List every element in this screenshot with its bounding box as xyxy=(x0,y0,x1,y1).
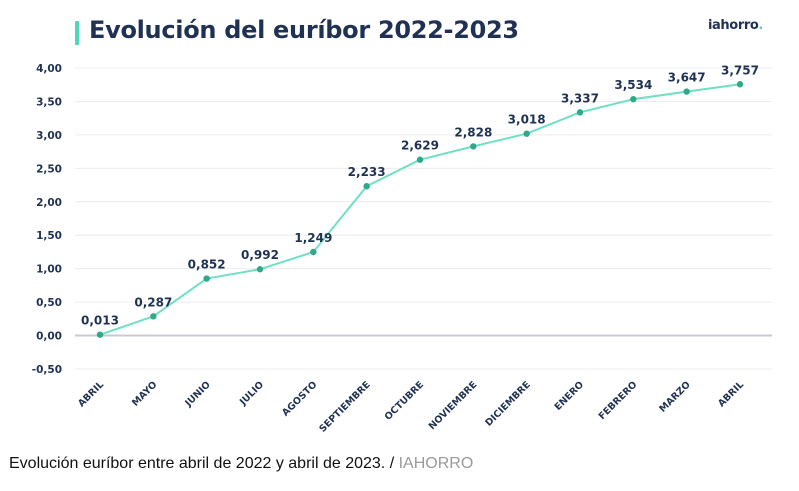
data-label: 0,992 xyxy=(241,248,279,262)
y-tick-label: 1,50 xyxy=(36,230,62,242)
caption-source: IAHORRO xyxy=(398,455,474,472)
y-tick-label: 2,00 xyxy=(36,197,62,209)
data-label: 3,534 xyxy=(614,78,652,92)
data-label: 0,287 xyxy=(134,295,172,309)
y-tick-label: 2,50 xyxy=(36,163,62,175)
x-tick-label: DICIEMBRE xyxy=(483,379,532,428)
line-chart: 4,00 3,50 3,00 2,50 2,00 1,50 1,00 0,50 0,00 -0,5… xyxy=(32,63,772,435)
data-label: 3,647 xyxy=(668,71,706,85)
x-tick-label: JULIO xyxy=(237,379,266,408)
y-tick-label: 3,50 xyxy=(36,96,62,108)
data-point xyxy=(416,156,424,163)
grid-lines xyxy=(75,67,772,370)
iahorro-logo: iahorro. xyxy=(708,18,763,33)
x-tick-label: AGOSTO xyxy=(280,379,319,418)
data-label: 3,337 xyxy=(561,91,599,105)
x-tick-label: SEPTIEMBRE xyxy=(317,379,372,434)
x-tick-label: MAYO xyxy=(130,379,159,408)
x-tick-label: NOVIEMBRE xyxy=(427,379,480,432)
data-label: 3,018 xyxy=(508,113,546,127)
data-label: 0,013 xyxy=(81,314,119,328)
data-point xyxy=(470,143,477,150)
data-label: 1,249 xyxy=(294,231,332,245)
x-tick-label: FEBRERO xyxy=(597,379,640,422)
data-point xyxy=(363,182,370,190)
data-point xyxy=(96,331,104,338)
data-label: 2,233 xyxy=(348,165,386,179)
data-labels: 0,013 0,287 0,852 0,992 1,249 2,233 2,629 2,828… xyxy=(81,63,759,327)
data-point xyxy=(736,81,744,88)
data-point xyxy=(683,88,690,95)
title-accent-bar xyxy=(75,21,79,45)
x-tick-label: ABRIL xyxy=(76,379,106,409)
series-line-euribor xyxy=(99,83,741,336)
data-label: 2,629 xyxy=(401,139,439,153)
data-label: 2,828 xyxy=(454,125,492,139)
x-tick-label: JUNIO xyxy=(183,379,213,409)
data-point xyxy=(576,109,584,116)
chart-figure: Evolución del euríbor 2022-2023 iahorro.… xyxy=(31,16,772,435)
chart-title: Evolución del euríbor 2022-2023 xyxy=(89,16,519,44)
data-point xyxy=(203,275,210,282)
x-tick-label: MARZO xyxy=(657,379,692,414)
logo-dot: . xyxy=(758,18,763,33)
image-caption: Evolución euríbor entre abril de 2022 y … xyxy=(9,455,473,473)
data-label: 3,757 xyxy=(721,63,759,77)
data-markers xyxy=(96,81,744,338)
y-tick-label: 1,00 xyxy=(36,264,62,276)
x-tick-label: OCTUBRE xyxy=(383,379,426,422)
y-axis-tick-labels: 4,00 3,50 3,00 2,50 2,00 1,50 1,00 0,50 0,00 -0,5… xyxy=(32,63,62,376)
x-tick-label: ABRIL xyxy=(716,379,746,409)
data-label: 0,852 xyxy=(188,258,226,272)
y-tick-label: 0,00 xyxy=(36,331,62,343)
y-tick-label: 3,00 xyxy=(36,130,62,142)
y-tick-label: 0,50 xyxy=(36,297,62,309)
x-tick-label: ENERO xyxy=(553,379,586,412)
logo-text: iahorro xyxy=(708,18,759,33)
y-tick-label: -0,50 xyxy=(32,364,62,376)
data-point xyxy=(256,266,264,273)
series-line-layer xyxy=(99,83,741,336)
data-point xyxy=(310,248,317,256)
data-point xyxy=(630,95,637,103)
data-point xyxy=(150,313,157,320)
y-tick-label: 4,00 xyxy=(36,63,62,75)
data-point xyxy=(523,130,530,137)
caption-text: Evolución euríbor entre abril de 2022 y … xyxy=(9,455,395,472)
